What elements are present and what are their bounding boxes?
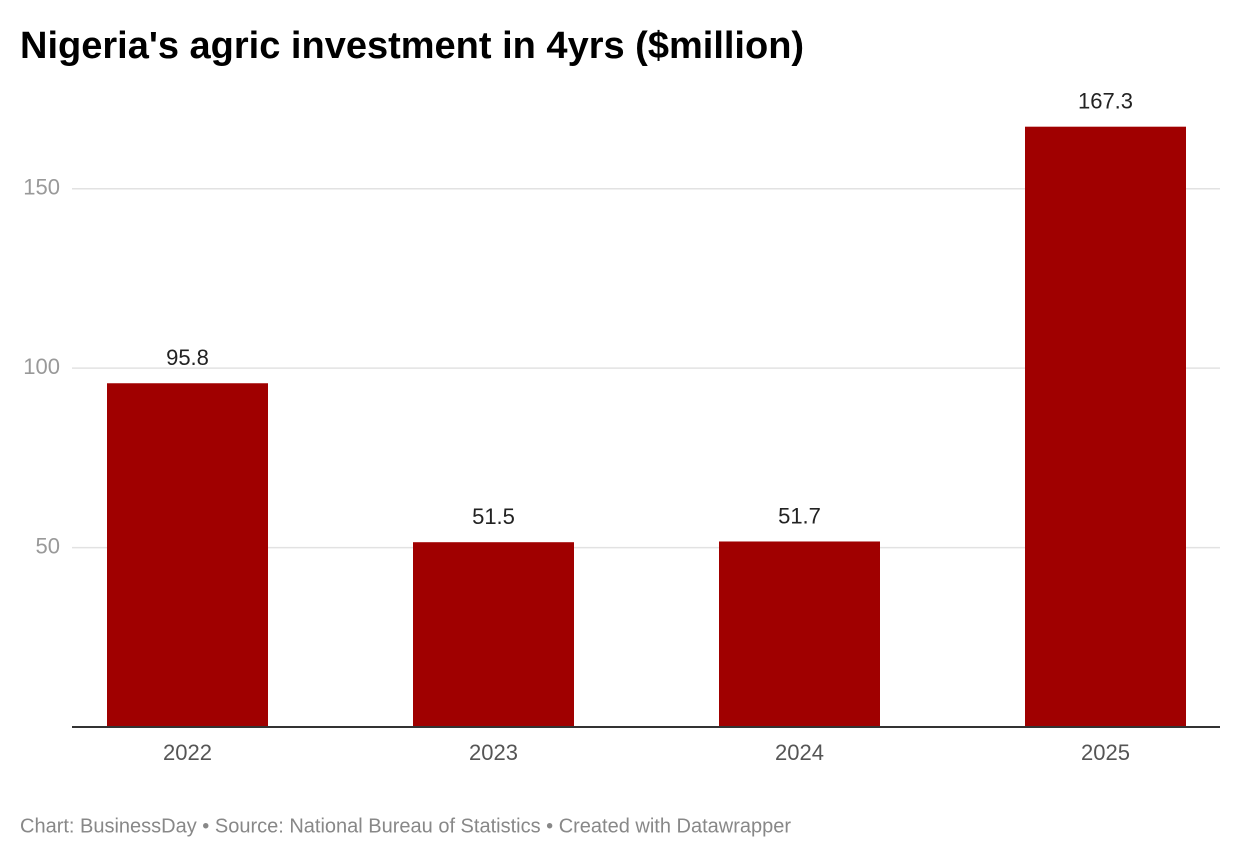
x-tick-label: 2023: [469, 740, 518, 765]
x-tick-label: 2024: [775, 740, 824, 765]
bar: [107, 383, 268, 727]
bar: [719, 541, 880, 727]
chart-title: Nigeria's agric investment in 4yrs ($mil…: [20, 25, 804, 67]
bar: [1025, 126, 1186, 727]
y-tick-label: 150: [23, 175, 60, 200]
value-label: 95.8: [166, 345, 209, 370]
value-label: 51.7: [778, 503, 821, 528]
bar: [413, 542, 574, 727]
footer: Chart: BusinessDay • Source: National Bu…: [20, 815, 791, 837]
y-tick-label: 100: [23, 354, 60, 379]
value-label: 51.5: [472, 504, 515, 529]
y-tick-label: 50: [36, 533, 60, 558]
x-tick-label: 2022: [163, 740, 212, 765]
x-tick-label: 2025: [1081, 740, 1130, 765]
value-label: 167.3: [1078, 89, 1133, 114]
